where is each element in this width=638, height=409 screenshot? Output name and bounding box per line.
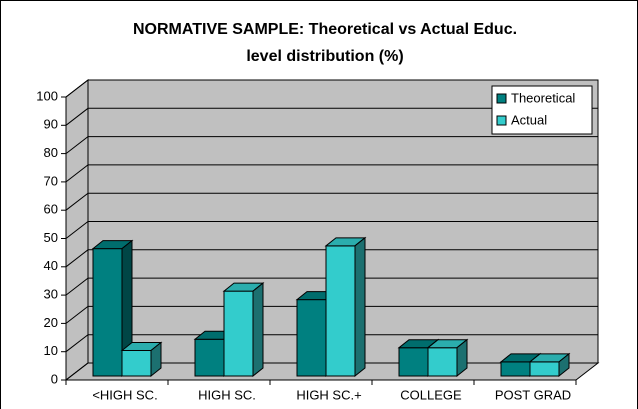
grid-line (65, 164, 598, 183)
bar-front (92, 248, 123, 377)
bar-front (500, 361, 531, 377)
grid-line (65, 136, 598, 154)
bar-front (325, 245, 356, 377)
bar-side (558, 352, 570, 378)
y-tick-label: 100 (36, 88, 58, 103)
y-tick-label: 60 (44, 202, 58, 217)
bar-front (529, 361, 560, 377)
bar (528, 352, 571, 378)
x-tick-label: <HIGH SC. (92, 387, 157, 402)
bar (120, 341, 163, 378)
grid-line (65, 334, 598, 353)
x-tick-label: HIGH SC.+ (296, 387, 361, 402)
bar-side (150, 341, 162, 378)
y-tick-label: 20 (44, 315, 58, 330)
chart-title: level distribution (%) (246, 48, 403, 65)
legend-swatch (496, 93, 507, 104)
bar-front (121, 350, 152, 377)
y-tick-label: 10 (44, 343, 58, 358)
bar-front (223, 290, 254, 377)
grid-line (65, 192, 598, 211)
bar (324, 236, 367, 378)
y-tick-label: 0 (51, 371, 58, 386)
grid-line (65, 79, 598, 98)
bar-front (427, 347, 458, 377)
chart-title: NORMATIVE SAMPLE: Theoretical vs Actual … (133, 21, 517, 38)
bar-front (398, 347, 429, 377)
y-tick-label: 90 (44, 117, 58, 132)
y-tick-label: 30 (44, 287, 58, 302)
bar-front (194, 338, 225, 377)
x-tick-label: POST GRAD (495, 387, 571, 402)
grid-line (65, 221, 598, 239)
y-tick-label: 40 (44, 258, 58, 273)
grid-line (65, 107, 598, 126)
bar-side (252, 282, 264, 378)
y-tick-label: 70 (44, 173, 58, 188)
legend-swatch (496, 115, 507, 126)
grid-line (65, 277, 598, 296)
bar-front (296, 299, 327, 377)
bar-side (354, 236, 366, 378)
legend-box (491, 85, 593, 135)
legend-label: Theoretical (511, 90, 575, 105)
bar (222, 282, 265, 378)
legend-label: Actual (511, 112, 547, 127)
grid-line (65, 305, 598, 324)
x-tick-label: HIGH SC. (198, 387, 256, 402)
bar (426, 338, 469, 378)
grid-line (65, 249, 598, 268)
bar (91, 239, 134, 378)
bar-side (456, 338, 468, 378)
y-tick-label: 50 (44, 230, 58, 245)
x-tick-label: COLLEGE (400, 387, 462, 402)
y-tick-label: 80 (44, 145, 58, 160)
